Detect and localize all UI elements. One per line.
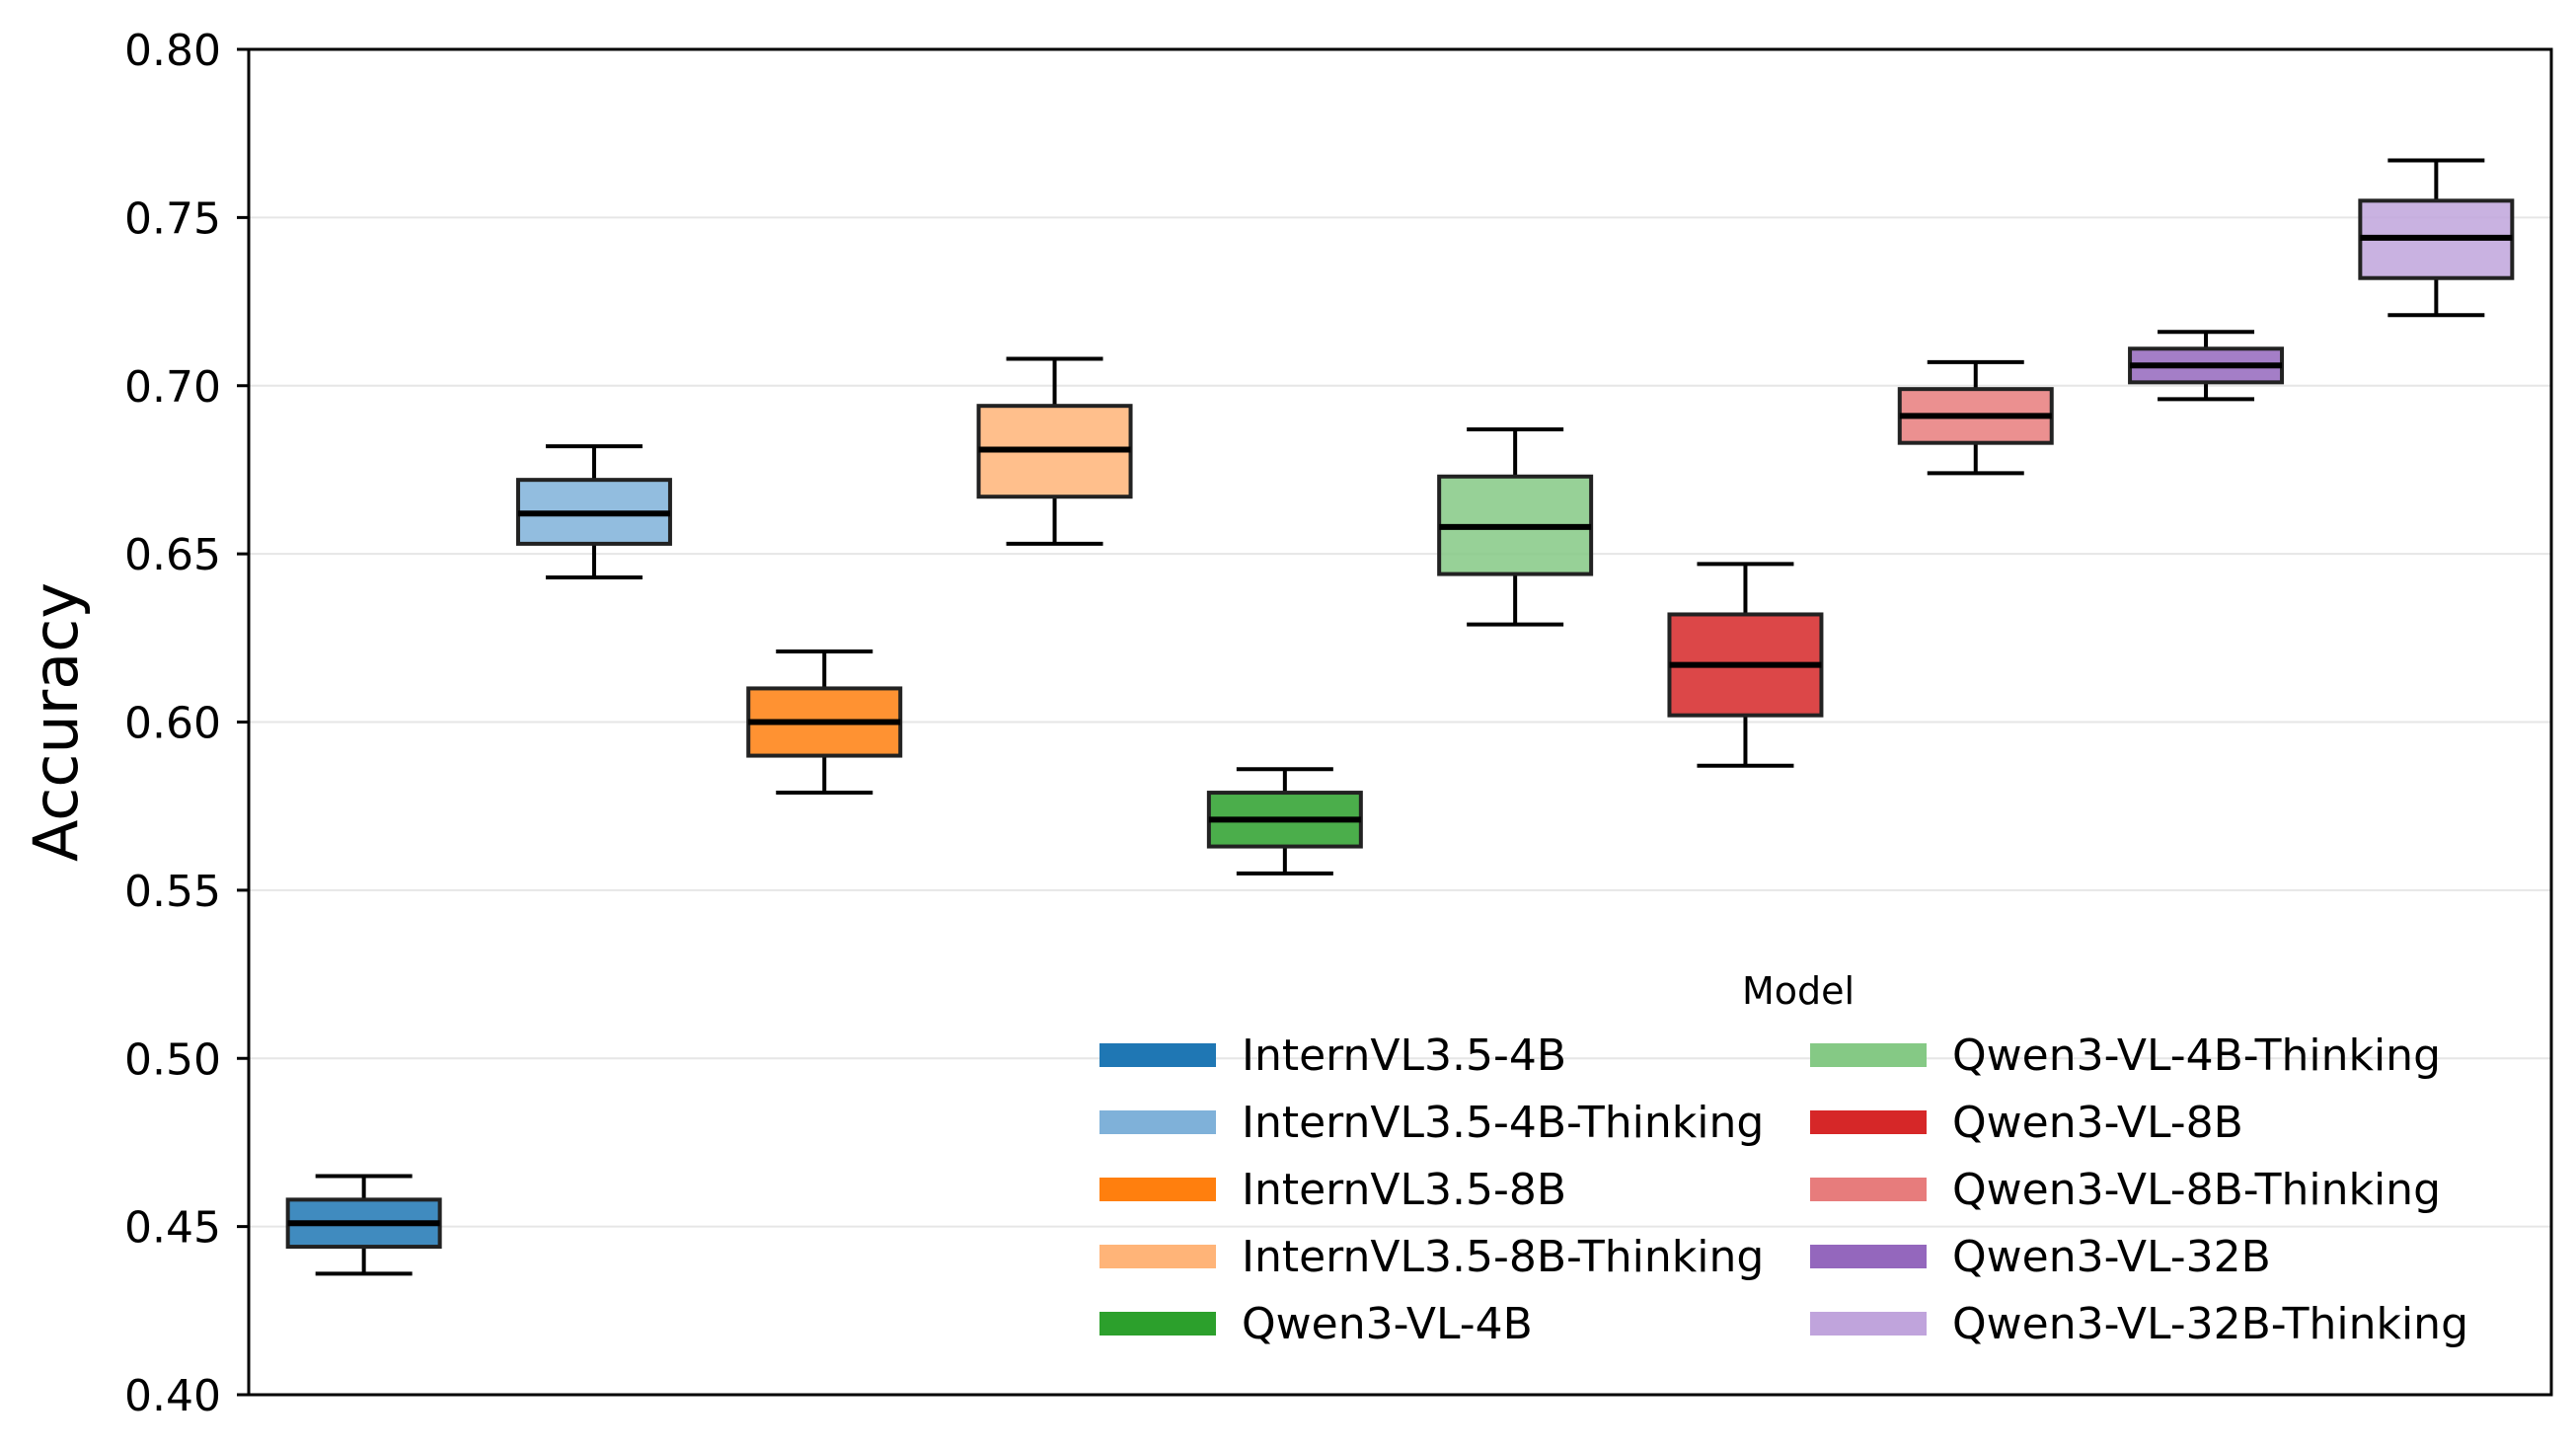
legend-item: InternVL3.5-8B-Thinking [1099,1232,1764,1282]
y-axis-label: Accuracy [20,582,92,862]
legend-item: Qwen3-VL-4B-Thinking [1810,1030,2441,1081]
y-tick-label: 0.55 [124,867,221,917]
legend-item: Qwen3-VL-4B [1099,1299,1533,1349]
legend-swatch [1810,1110,1927,1134]
y-tick-label: 0.65 [124,530,221,580]
y-axis: 0.40 0.45 0.50 0.55 0.60 0.65 0.70 0.75 0.80 [124,26,249,1421]
legend-swatch [1810,1043,1927,1067]
grid-lines [249,216,2551,1228]
legend-swatch [1099,1110,1216,1134]
legend-label: Qwen3-VL-32B [1952,1232,2271,1282]
legend-item: Qwen3-VL-32B [1810,1232,2271,1282]
box-Qwen3-VL-8B-Thinking [1897,359,2054,476]
y-tick-label: 0.45 [124,1203,221,1254]
legend-swatch [1099,1178,1216,1201]
legend-item: Qwen3-VL-32B-Thinking [1810,1299,2468,1349]
box-InternVL3.5-4B-Thinking [515,444,672,579]
legend-swatch [1099,1043,1216,1067]
legend-item: InternVL3.5-4B [1099,1030,1566,1081]
y-tick-label: 0.50 [124,1034,221,1085]
legend-label: InternVL3.5-8B [1242,1165,1566,1215]
legend-swatch [1099,1245,1216,1268]
legend: Model InternVL3.5-4B InternVL3.5-4B-Think… [1099,969,2468,1349]
legend-title: Model [1742,969,1855,1013]
box-Qwen3-VL-4B-Thinking [1437,427,1594,627]
legend-swatch [1810,1312,1927,1336]
box-Qwen3-VL-8B [1667,562,1824,768]
legend-item: InternVL3.5-8B [1099,1165,1566,1215]
legend-label: InternVL3.5-8B-Thinking [1242,1232,1764,1282]
y-tick-label: 0.60 [124,699,221,749]
legend-label: Qwen3-VL-8B [1952,1098,2243,1148]
y-tick-label: 0.75 [124,193,221,244]
legend-item: Qwen3-VL-8B-Thinking [1810,1165,2441,1215]
box-Qwen3-VL-4B [1206,767,1363,876]
legend-item: Qwen3-VL-8B [1810,1098,2243,1148]
boxes [285,158,2515,1276]
box-Qwen3-VL-32B-Thinking [2358,158,2515,318]
legend-swatch [1810,1245,1927,1268]
legend-label: Qwen3-VL-8B-Thinking [1952,1165,2441,1215]
y-tick-label: 0.80 [124,26,221,76]
box-Qwen3-VL-32B [2128,330,2285,402]
legend-swatch [1099,1312,1216,1336]
y-tick-label: 0.40 [124,1371,221,1421]
legend-label: InternVL3.5-4B-Thinking [1242,1098,1764,1148]
legend-label: Qwen3-VL-4B [1242,1299,1533,1349]
box-InternVL3.5-4B [285,1174,442,1276]
legend-label: Qwen3-VL-32B-Thinking [1952,1299,2468,1349]
y-tick-label: 0.70 [124,362,221,413]
box-InternVL3.5-8B-Thinking [976,356,1133,546]
legend-label: InternVL3.5-4B [1242,1030,1566,1081]
box-InternVL3.5-8B [746,649,903,796]
legend-item: InternVL3.5-4B-Thinking [1099,1098,1764,1148]
legend-label: Qwen3-VL-4B-Thinking [1952,1030,2441,1081]
legend-swatch [1810,1178,1927,1201]
